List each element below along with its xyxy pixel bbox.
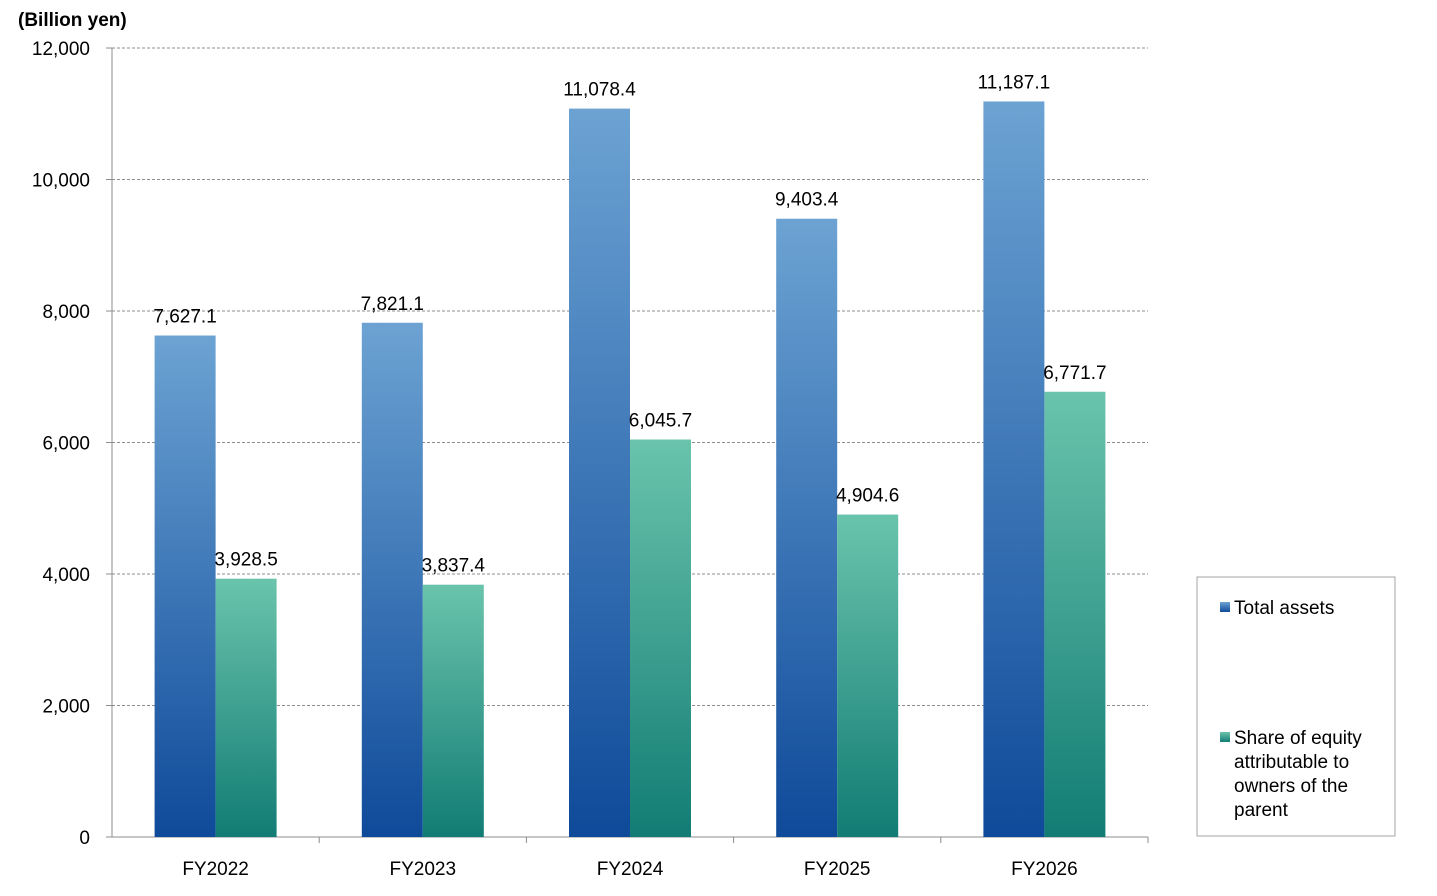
data-label: 4,904.6 bbox=[836, 486, 899, 507]
y-tick-label: 4,000 bbox=[42, 565, 90, 586]
unit-label: (Billion yen) bbox=[18, 10, 127, 31]
legend-label-equity-line-2: attributable to bbox=[1234, 752, 1349, 773]
bar-total-assets bbox=[569, 108, 630, 837]
y-tick-label: 6,000 bbox=[42, 434, 90, 455]
data-label: 11,187.1 bbox=[978, 72, 1051, 93]
data-label: 3,837.4 bbox=[422, 556, 486, 577]
data-label: 7,821.1 bbox=[361, 294, 424, 315]
legend-swatch-total-assets bbox=[1220, 602, 1230, 612]
data-label: 9,403.4 bbox=[775, 190, 839, 211]
bar-equity bbox=[1044, 391, 1106, 837]
bar-total-assets bbox=[983, 101, 1045, 837]
y-tick-label: 2,000 bbox=[42, 697, 90, 718]
legend-swatch-equity bbox=[1220, 732, 1230, 742]
legend-box bbox=[1196, 576, 1396, 837]
legend-label-total-assets: Total assets bbox=[1234, 598, 1334, 619]
legend: Total assets Share of equity attributabl… bbox=[1196, 576, 1396, 837]
bar-total-assets bbox=[361, 322, 423, 837]
legend-label-equity-line-4: parent bbox=[1234, 800, 1289, 821]
x-tick-label: FY2025 bbox=[804, 859, 871, 880]
y-tick-label: 0 bbox=[79, 828, 90, 849]
bar-equity bbox=[630, 439, 691, 837]
bar-total-assets bbox=[154, 335, 216, 837]
x-tick-label: FY2022 bbox=[182, 859, 249, 880]
bar-total-assets bbox=[776, 218, 838, 838]
x-tick-label: FY2024 bbox=[597, 859, 664, 880]
data-label: 6,045.7 bbox=[629, 410, 692, 431]
bar-equity bbox=[837, 514, 899, 837]
y-tick-label: 8,000 bbox=[42, 302, 90, 323]
data-label: 6,771.7 bbox=[1043, 363, 1106, 384]
x-tick-label: FY2023 bbox=[390, 859, 457, 880]
legend-label-equity-line-3: owners of the bbox=[1234, 776, 1348, 797]
x-tick-label: FY2026 bbox=[1011, 859, 1078, 880]
data-label: 3,928.5 bbox=[214, 550, 277, 571]
data-label: 7,627.1 bbox=[153, 307, 216, 328]
legend-label-equity-line-1: Share of equity bbox=[1234, 728, 1362, 749]
bar-equity bbox=[215, 578, 277, 837]
data-label: 11,078.4 bbox=[563, 80, 636, 101]
bar-equity bbox=[422, 584, 484, 837]
y-tick-label: 12,000 bbox=[32, 39, 90, 60]
y-tick-label: 10,000 bbox=[32, 171, 90, 192]
